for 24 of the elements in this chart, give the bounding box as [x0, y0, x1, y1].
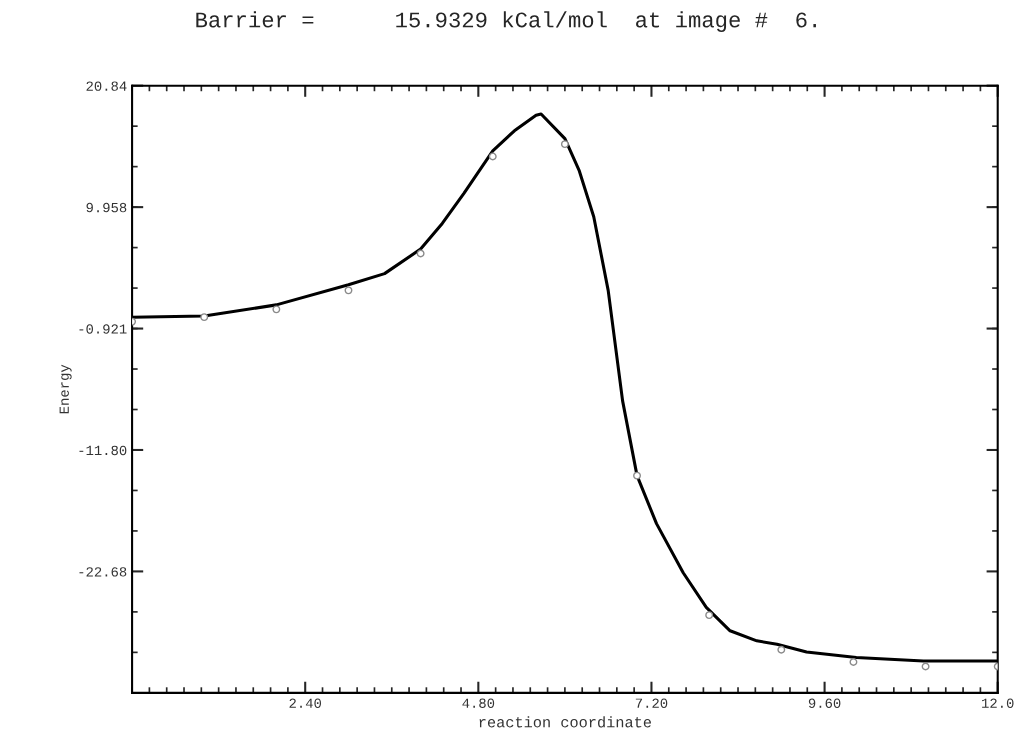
point [416, 249, 425, 258]
point [849, 658, 858, 666]
point [560, 140, 569, 149]
x-tick-label: 2.40 [289, 698, 322, 708]
point [200, 313, 209, 322]
x-tick-label: 12.0 [982, 698, 1014, 708]
y-axis-title: Energy [59, 364, 72, 414]
chart-title: Barrier = 15.9329 kCal/mol at image # 6. [196, 11, 816, 32]
point [344, 286, 353, 295]
point [777, 645, 786, 654]
y-tick-label: -0.921 [79, 324, 127, 334]
point [272, 305, 281, 314]
y-tick-label: -22.68 [79, 567, 127, 577]
point [488, 152, 497, 161]
y-tick-label: 20.84 [86, 81, 127, 91]
x-tick-label: 4.80 [462, 698, 495, 708]
y-tick-label: -11.80 [79, 445, 127, 456]
point [921, 662, 930, 671]
x-tick-label: 7.20 [635, 698, 668, 708]
x-axis-title: reaction coordinate [479, 716, 651, 728]
point [633, 471, 641, 480]
y-tick-label: 9.958 [86, 202, 127, 213]
point [705, 611, 714, 620]
x-tick-label: 9.60 [808, 698, 841, 708]
